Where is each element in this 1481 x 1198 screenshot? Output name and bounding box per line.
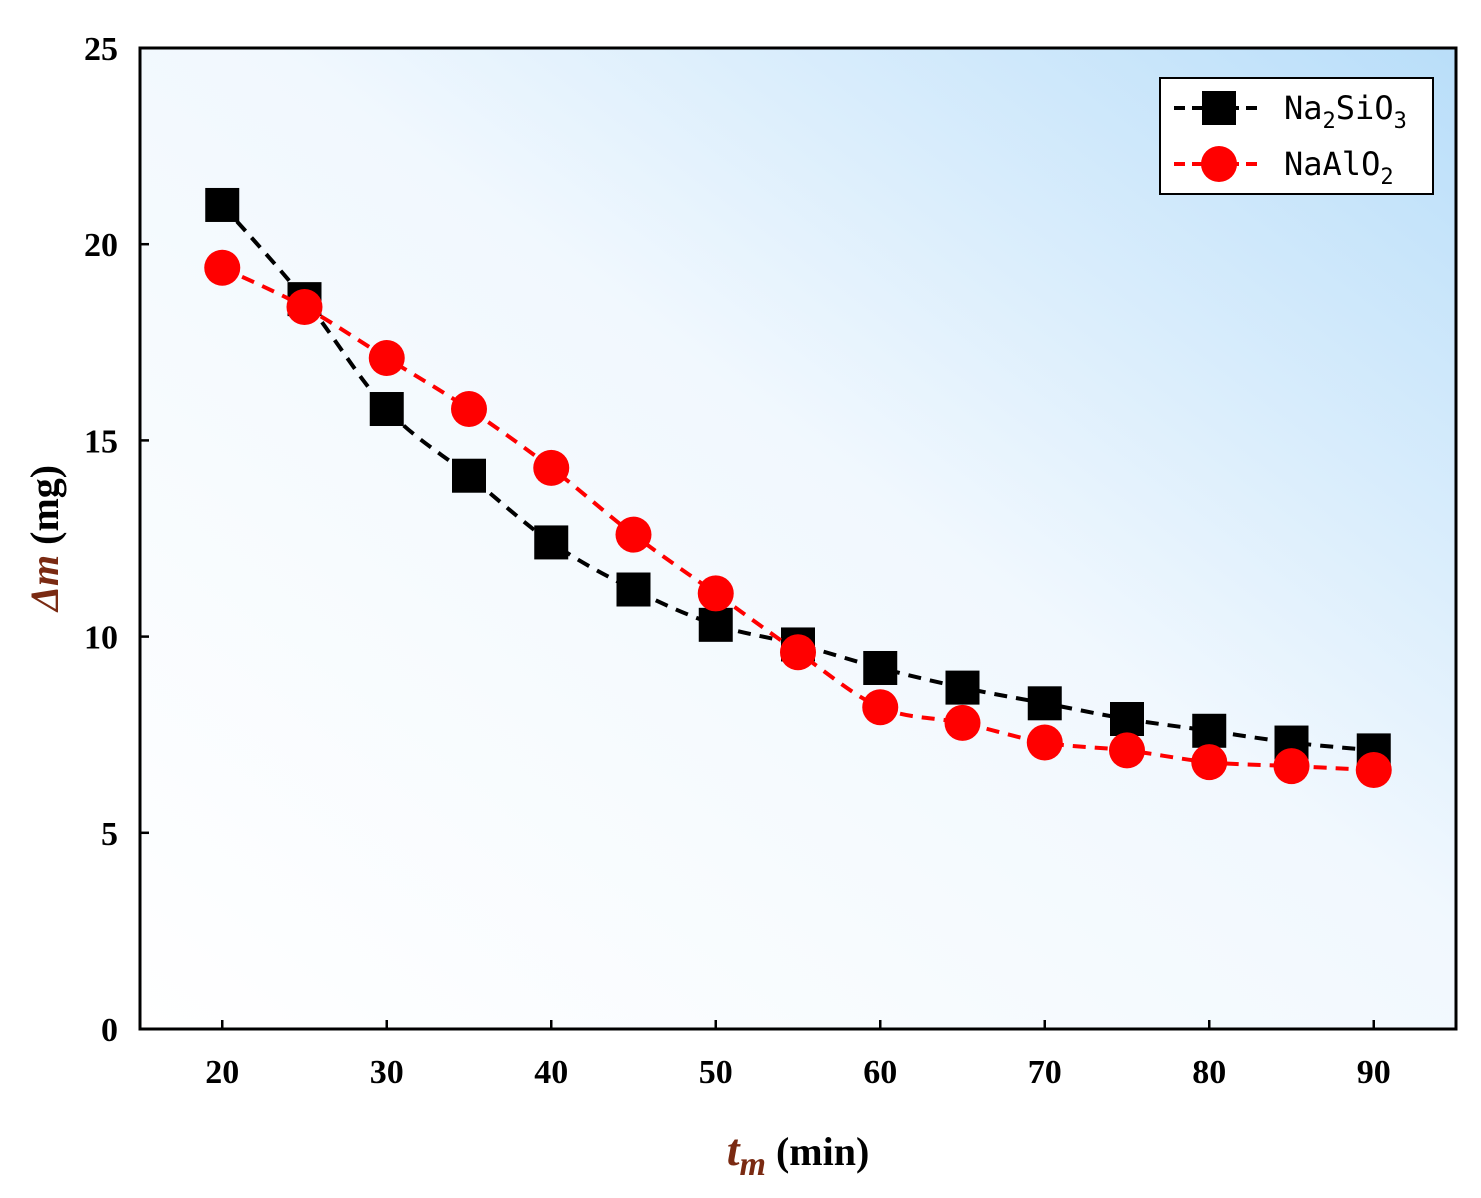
x-tick-label: 90: [1357, 1054, 1391, 1091]
x-tick-label: 70: [1028, 1054, 1062, 1091]
plot-background: [140, 48, 1456, 1029]
data-point-na2sio3: [534, 525, 569, 560]
legend-label-part: 2: [1323, 109, 1336, 134]
x-tick-label: 80: [1192, 1054, 1226, 1091]
data-point-na2sio3: [863, 650, 898, 685]
y-tick-label: 10: [84, 620, 118, 657]
series-naalo2: [204, 249, 1392, 789]
x-axis-variable: t: [727, 1124, 741, 1175]
data-point-naalo2: [697, 575, 734, 612]
data-point-na2sio3: [452, 458, 486, 493]
data-point-na2sio3: [1192, 713, 1227, 748]
data-point-naalo2: [368, 339, 405, 376]
legend-marker-naalo2: [1201, 146, 1237, 182]
data-point-naalo2: [286, 288, 323, 325]
data-point-naalo2: [1191, 744, 1228, 781]
y-tick-label: 20: [84, 227, 118, 264]
y-tick-label: 15: [84, 423, 118, 460]
data-point-na2sio3: [205, 187, 240, 222]
data-point-naalo2: [451, 391, 487, 428]
legend-label-part: NaAlO: [1284, 145, 1380, 183]
legend-label-naalo2: NaAlO2: [1284, 145, 1394, 190]
legend-label-part: Na: [1284, 89, 1323, 127]
legend-label-na2sio3: Na2SiO3: [1284, 89, 1407, 134]
legend-label-part: 3: [1394, 109, 1407, 134]
x-tick-label: 50: [699, 1054, 733, 1091]
y-axis-unit: (mg): [22, 465, 67, 555]
y-axis-title: Δm (mg): [22, 465, 67, 613]
y-axis-variable: Δm: [22, 555, 67, 613]
data-point-na2sio3: [1027, 686, 1062, 721]
data-point-naalo2: [1109, 732, 1145, 769]
data-point-na2sio3: [698, 607, 733, 642]
data-point-na2sio3: [945, 670, 980, 705]
x-axis-subscript: m: [740, 1146, 766, 1183]
y-tick-label: 5: [101, 816, 118, 853]
x-tick-label: 20: [205, 1054, 239, 1091]
data-point-naalo2: [1026, 724, 1063, 761]
data-point-naalo2: [1273, 748, 1310, 785]
x-tick-label: 30: [370, 1054, 404, 1091]
data-point-na2sio3: [369, 392, 404, 427]
y-tick-label: 0: [101, 1012, 118, 1049]
data-point-na2sio3: [1110, 702, 1144, 737]
legend-label-part: 2: [1380, 165, 1393, 190]
x-axis-title: tm (min): [727, 1124, 870, 1183]
legend-marker-na2sio3: [1202, 91, 1236, 125]
data-point-naalo2: [944, 704, 981, 741]
plot-frame: [138, 46, 1458, 1031]
data-point-naalo2: [862, 689, 899, 726]
data-point-na2sio3: [616, 572, 651, 607]
data-point-naalo2: [615, 516, 652, 553]
x-tick-label: 40: [534, 1054, 568, 1091]
data-point-naalo2: [204, 249, 241, 286]
legend-label-part: SiO: [1336, 89, 1394, 127]
x-axis-unit: (min): [766, 1129, 869, 1174]
x-tick-label: 60: [863, 1054, 897, 1091]
data-point-naalo2: [1355, 752, 1392, 789]
y-tick-label: 25: [84, 31, 118, 68]
data-point-naalo2: [533, 449, 570, 486]
data-point-naalo2: [780, 634, 816, 671]
